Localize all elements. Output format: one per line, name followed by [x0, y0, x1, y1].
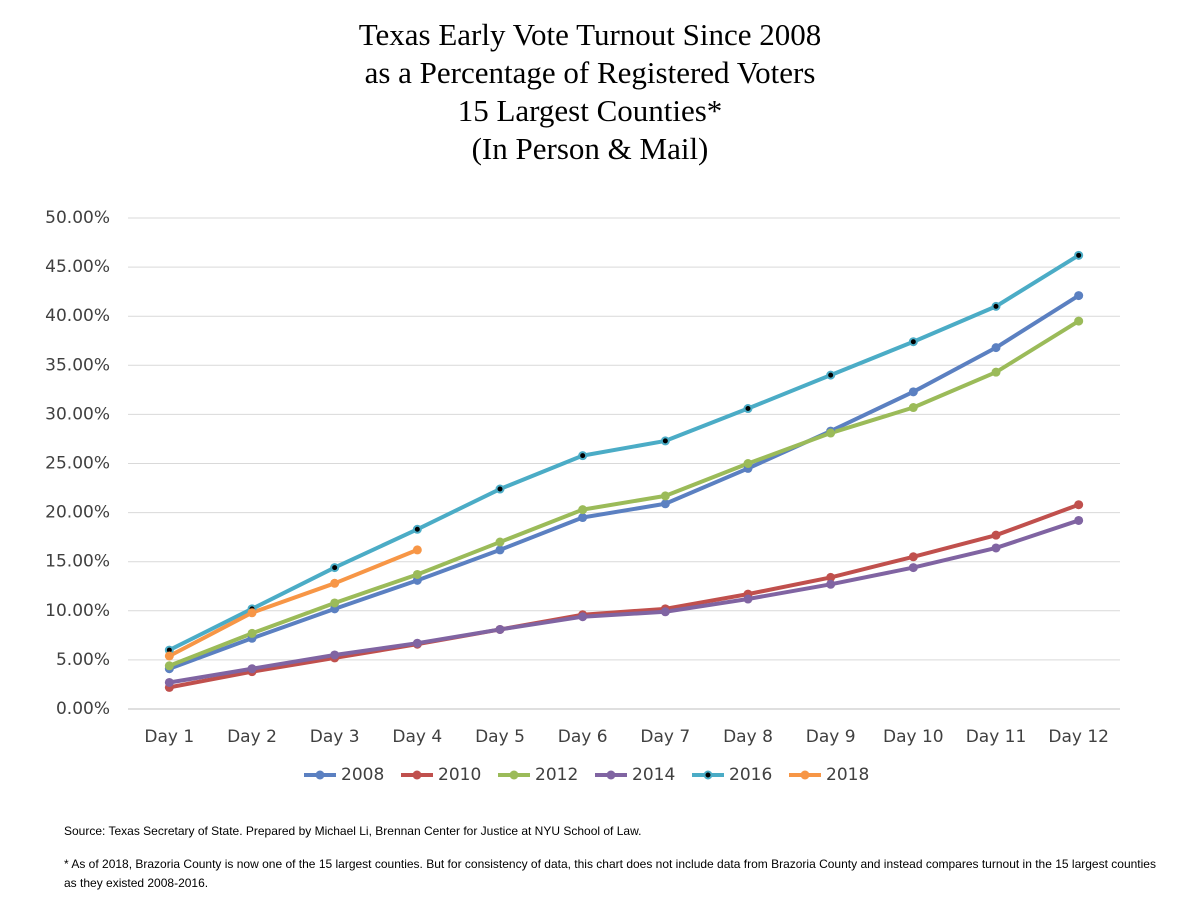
data-point: [164, 661, 174, 671]
footnote: * As of 2018, Brazoria County is now one…: [64, 857, 1156, 890]
data-point: [578, 612, 588, 622]
legend-label: 2018: [826, 765, 869, 785]
data-point: [991, 530, 1001, 540]
data-point: [1074, 291, 1084, 301]
x-tick-label: Day 3: [310, 727, 360, 747]
data-point: [743, 459, 753, 468]
legend-marker: [606, 770, 616, 780]
data-point: [330, 598, 340, 608]
y-tick-label: 45.00%: [45, 257, 110, 277]
data-point: [495, 484, 505, 494]
x-tick-label: Day 6: [558, 727, 608, 747]
data-point: [991, 367, 1001, 377]
data-point: [495, 537, 505, 547]
x-tick-label: Day 9: [806, 727, 856, 747]
y-tick-label: 0.00%: [56, 699, 110, 719]
data-point: [660, 436, 670, 446]
chart-title: (In Person & Mail): [472, 131, 709, 166]
chart-title: as a Percentage of Registered Voters: [365, 55, 816, 90]
data-point: [330, 563, 340, 573]
data-point: [495, 545, 505, 555]
data-point: [1074, 316, 1084, 326]
series-line: [168, 548, 419, 658]
y-tick-label: 35.00%: [45, 355, 110, 375]
data-point: [495, 624, 505, 634]
x-tick-label: Day 7: [640, 727, 690, 747]
data-point: [908, 387, 918, 397]
data-point: [826, 579, 836, 589]
data-point: [743, 404, 753, 414]
data-point: [826, 370, 836, 380]
data-point: [412, 638, 422, 648]
data-point: [578, 451, 588, 461]
x-tick-label: Day 4: [392, 727, 442, 747]
data-point: [660, 607, 670, 617]
data-point: [991, 543, 1001, 553]
data-point: [412, 524, 422, 534]
data-point: [164, 677, 174, 687]
series-line: [168, 319, 1080, 668]
legend-label: 2008: [341, 765, 384, 785]
source-note: Source: Texas Secretary of State. Prepar…: [64, 824, 642, 838]
y-tick-label: 30.00%: [45, 404, 110, 424]
data-point: [1074, 500, 1084, 510]
data-point: [743, 594, 753, 604]
data-point: [660, 499, 670, 509]
chart-title: Texas Early Vote Turnout Since 2008: [359, 17, 822, 52]
y-tick-label: 25.00%: [45, 454, 110, 474]
x-tick-label: Day 1: [144, 727, 194, 747]
legend-marker: [703, 770, 713, 780]
data-point: [1074, 250, 1084, 260]
data-point: [578, 505, 588, 515]
y-tick-label: 50.00%: [45, 208, 110, 228]
y-tick-label: 10.00%: [45, 601, 110, 621]
data-point: [908, 337, 918, 347]
data-point: [330, 650, 340, 660]
chart-title: 15 Largest Counties*: [458, 93, 723, 128]
data-point: [908, 563, 918, 573]
x-tick-label: Day 5: [475, 727, 525, 747]
data-point: [164, 651, 174, 661]
x-tick-label: Day 10: [883, 727, 944, 747]
data-point: [1074, 515, 1084, 525]
data-point: [412, 569, 422, 579]
data-point: [412, 545, 422, 555]
data-point: [247, 608, 257, 618]
data-point: [247, 664, 257, 674]
series-line: [168, 502, 1080, 690]
data-point: [578, 513, 588, 523]
legend-label: 2012: [535, 765, 578, 785]
series-line: [169, 518, 1080, 685]
y-tick-label: 40.00%: [45, 306, 110, 326]
x-tick-label: Day 2: [227, 727, 277, 747]
series-line: [168, 253, 1080, 652]
x-tick-label: Day 11: [966, 727, 1027, 747]
x-tick-label: Day 8: [723, 727, 773, 747]
data-point: [247, 628, 257, 638]
legend-label: 2014: [632, 765, 675, 785]
legend-label: 2010: [438, 765, 481, 785]
y-tick-label: 5.00%: [56, 650, 110, 670]
data-point: [330, 578, 340, 588]
y-tick-label: 20.00%: [45, 503, 110, 523]
legend-marker: [800, 770, 810, 780]
data-point: [660, 491, 670, 501]
legend-marker: [412, 770, 422, 780]
legend-marker: [509, 770, 519, 780]
legend-label: 2016: [729, 765, 772, 785]
data-point: [908, 403, 918, 413]
data-point: [826, 572, 836, 582]
series-line: [168, 293, 1080, 671]
data-point: [991, 343, 1001, 353]
data-point: [908, 552, 918, 562]
data-point: [991, 301, 1001, 311]
x-tick-label: Day 12: [1048, 727, 1109, 747]
legend-marker: [315, 770, 325, 780]
y-tick-label: 15.00%: [45, 552, 110, 572]
data-point: [826, 428, 836, 438]
